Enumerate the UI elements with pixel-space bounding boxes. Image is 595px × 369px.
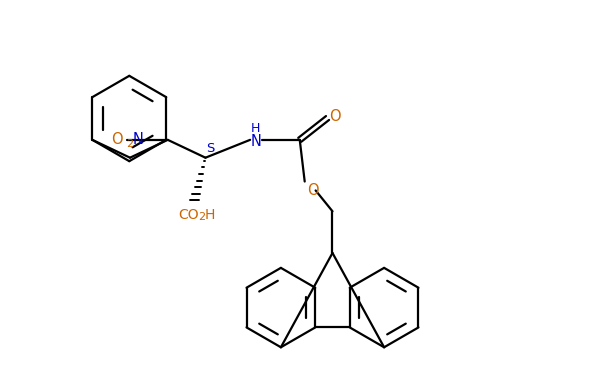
Text: N: N	[133, 132, 143, 147]
Text: S: S	[206, 142, 215, 155]
Text: O: O	[306, 183, 318, 197]
Text: H: H	[251, 122, 261, 135]
Text: H: H	[205, 208, 215, 222]
Text: O: O	[111, 132, 123, 147]
Text: CO: CO	[178, 208, 199, 222]
Text: O: O	[330, 108, 341, 124]
Text: 2: 2	[127, 139, 134, 149]
Text: 2: 2	[199, 212, 206, 222]
Text: N: N	[251, 134, 262, 149]
